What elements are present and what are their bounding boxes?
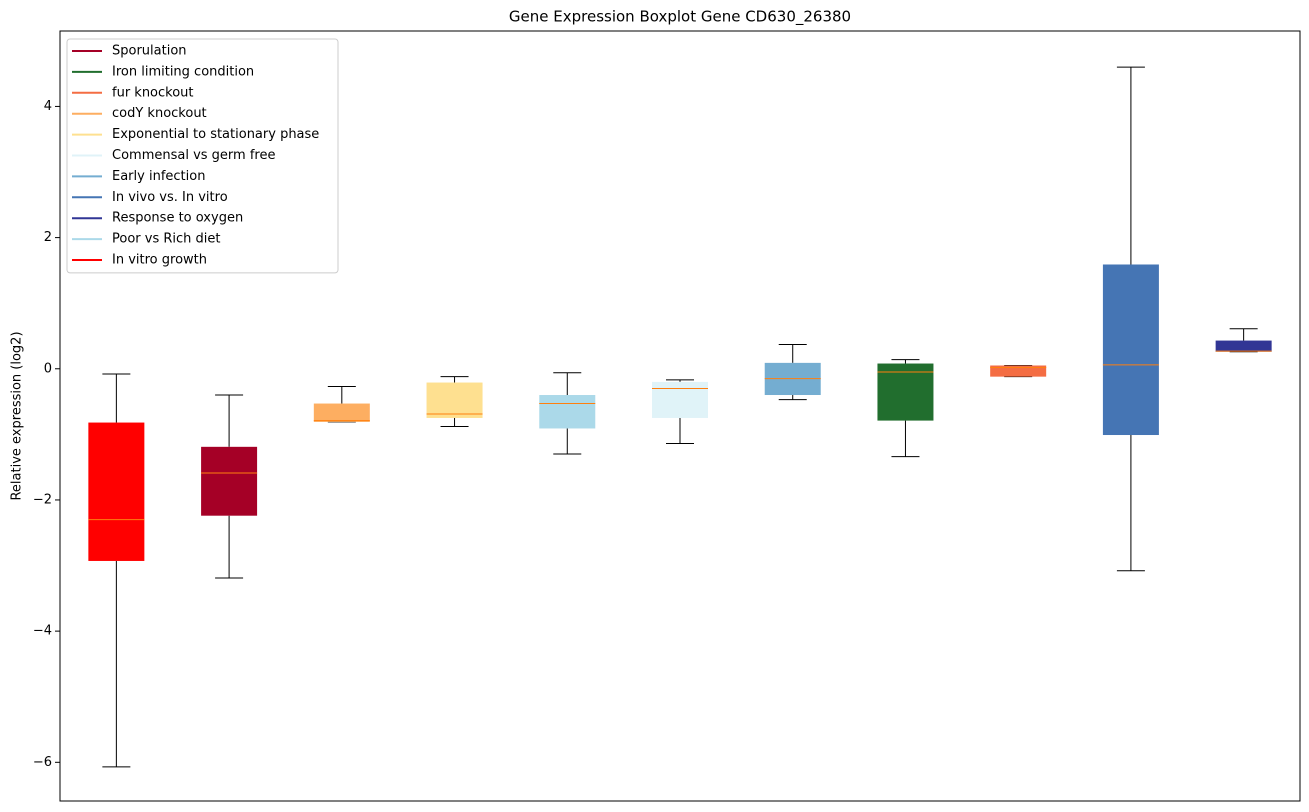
y-tick-label: 2 xyxy=(44,230,52,245)
box xyxy=(201,446,258,516)
legend-frame xyxy=(66,38,339,274)
legend-label: In vivo vs. In vitro xyxy=(112,190,228,205)
box xyxy=(88,422,145,561)
box xyxy=(313,403,370,422)
y-tick-label: −4 xyxy=(33,624,52,639)
y-axis-label: Relative expression (log2) xyxy=(10,331,25,500)
box xyxy=(990,365,1047,377)
plot-frame xyxy=(59,30,1301,802)
box xyxy=(1102,264,1159,436)
legend-label: Poor vs Rich diet xyxy=(112,232,220,247)
y-tick-label: −6 xyxy=(33,755,52,770)
legend-label: Sporulation xyxy=(112,44,187,59)
box xyxy=(1215,340,1272,352)
legend-label: fur knockout xyxy=(112,85,194,100)
legend-label: Exponential to stationary phase xyxy=(112,127,319,142)
box xyxy=(877,363,934,421)
box xyxy=(652,381,708,418)
legend-label: Commensal vs germ free xyxy=(112,148,275,163)
legend-label: In vitro growth xyxy=(112,253,207,268)
y-tick-label: 4 xyxy=(44,99,52,114)
y-tick-label: 0 xyxy=(44,361,52,376)
box xyxy=(539,395,596,429)
y-tick-label: −2 xyxy=(33,492,52,507)
legend-label: Response to oxygen xyxy=(112,211,243,226)
box xyxy=(426,382,483,418)
chart-title: Gene Expression Boxplot Gene CD630_26380 xyxy=(509,8,851,27)
legend-label: Early infection xyxy=(112,169,205,184)
legend-label: Iron limiting condition xyxy=(112,64,254,79)
legend-label: codY knockout xyxy=(112,106,207,121)
